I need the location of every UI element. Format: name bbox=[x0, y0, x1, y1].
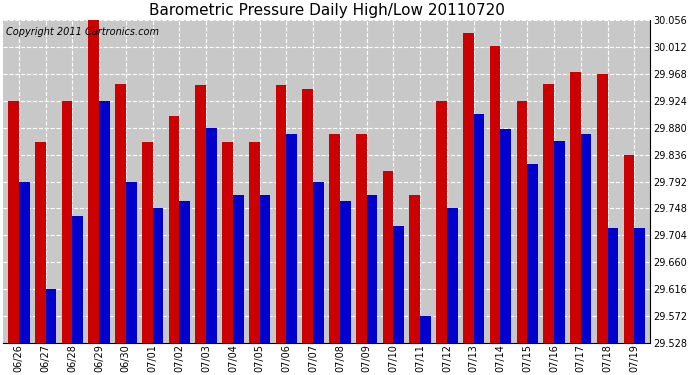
Bar bbox=[222, 142, 233, 343]
Bar bbox=[490, 46, 500, 343]
Bar bbox=[500, 129, 511, 343]
Bar bbox=[527, 165, 538, 343]
Bar bbox=[313, 182, 324, 343]
Bar bbox=[409, 195, 420, 343]
Bar bbox=[72, 216, 83, 343]
Bar bbox=[570, 72, 581, 343]
Bar bbox=[624, 155, 634, 343]
Bar bbox=[607, 228, 618, 343]
Bar bbox=[168, 116, 179, 343]
Bar bbox=[35, 142, 46, 343]
Bar bbox=[543, 84, 554, 343]
Bar bbox=[8, 101, 19, 343]
Bar bbox=[126, 182, 137, 343]
Bar bbox=[286, 134, 297, 343]
Bar bbox=[356, 134, 366, 343]
Bar bbox=[259, 195, 270, 343]
Bar bbox=[393, 225, 404, 343]
Bar bbox=[115, 84, 126, 343]
Bar bbox=[152, 209, 164, 343]
Bar bbox=[249, 142, 259, 343]
Bar bbox=[179, 201, 190, 343]
Bar bbox=[340, 201, 351, 343]
Bar bbox=[46, 289, 57, 343]
Bar bbox=[329, 134, 340, 343]
Bar bbox=[302, 89, 313, 343]
Bar bbox=[597, 74, 607, 343]
Bar bbox=[463, 33, 474, 343]
Bar bbox=[276, 85, 286, 343]
Bar bbox=[436, 101, 447, 343]
Bar bbox=[142, 142, 152, 343]
Bar bbox=[447, 209, 457, 343]
Bar bbox=[366, 195, 377, 343]
Bar bbox=[383, 171, 393, 343]
Text: Copyright 2011 Cartronics.com: Copyright 2011 Cartronics.com bbox=[6, 27, 159, 37]
Bar bbox=[99, 101, 110, 343]
Bar bbox=[195, 85, 206, 343]
Bar bbox=[88, 20, 99, 343]
Bar bbox=[581, 134, 591, 343]
Title: Barometric Pressure Daily High/Low 20110720: Barometric Pressure Daily High/Low 20110… bbox=[148, 3, 504, 18]
Bar bbox=[474, 114, 484, 343]
Bar bbox=[634, 228, 645, 343]
Bar bbox=[61, 101, 72, 343]
Bar bbox=[19, 182, 30, 343]
Bar bbox=[554, 141, 564, 343]
Bar bbox=[420, 316, 431, 343]
Bar bbox=[517, 101, 527, 343]
Bar bbox=[233, 195, 244, 343]
Bar bbox=[206, 128, 217, 343]
